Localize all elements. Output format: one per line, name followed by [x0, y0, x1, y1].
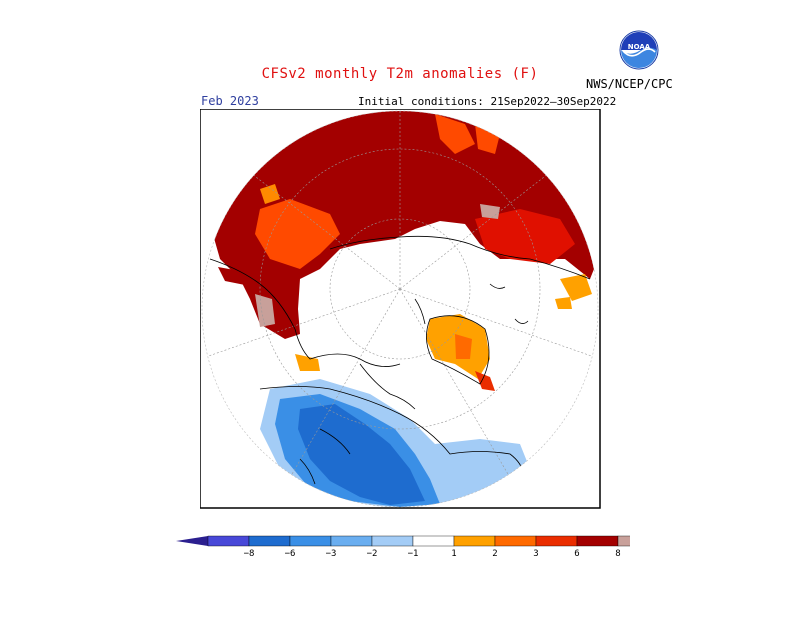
colorbar-tick-label: 6 — [574, 549, 579, 559]
colorbar-tick-label: −2 — [367, 549, 378, 559]
colorbar-swatch — [248, 535, 291, 547]
colorbar: −8 −6 −3 −2 −1 1 2 3 6 8 — [176, 535, 630, 559]
logo-text: NOAA — [628, 43, 651, 51]
europe-tan-patch — [255, 294, 275, 327]
siberia-orange-region — [435, 114, 475, 154]
colorbar-swatch — [494, 535, 537, 547]
colorbar-swatch — [576, 535, 619, 547]
europe-small-red-patch — [218, 267, 245, 285]
agency-label: NWS/NCEP/CPC — [586, 77, 673, 91]
greenland-red-patch — [455, 334, 472, 359]
colorbar-tick-label: 1 — [451, 549, 456, 559]
noaa-logo: NOAA — [619, 30, 659, 70]
colorbar-swatch — [330, 535, 373, 547]
arctic-small-orange-patch — [295, 354, 320, 371]
colorbar-tick-label: −3 — [326, 549, 337, 559]
west-light-orange-patch — [260, 184, 280, 204]
chart-title: CFSv2 monthly T2m anomalies (F) — [261, 66, 539, 82]
colorbar-swatch — [453, 535, 496, 547]
colorbar-swatch — [412, 535, 455, 547]
initial-conditions-label: Initial conditions: 21Sep2022–30Sep2022 — [358, 95, 617, 108]
eurasia-warm-region — [210, 111, 598, 339]
colorbar-tick-label: −8 — [244, 549, 255, 559]
colorbar-swatch — [207, 535, 250, 547]
colorbar-tick-label: 3 — [533, 549, 538, 559]
colorbar-left-arrow — [176, 536, 208, 546]
north-america-dark-blue-region — [298, 404, 425, 505]
colorbar-swatch — [617, 535, 630, 547]
colorbar-swatch — [535, 535, 578, 547]
greenland-south-patch — [475, 371, 495, 391]
polar-map — [200, 109, 601, 509]
colorbar-tick-label: −6 — [285, 549, 296, 559]
east-orange-patch-b — [555, 297, 572, 309]
colorbar-swatch — [289, 535, 332, 547]
colorbar-swatch — [371, 535, 414, 547]
east-red-region — [475, 209, 575, 264]
colorbar-tick-label: −1 — [408, 549, 419, 559]
colorbar-tick-label: 8 — [615, 549, 620, 559]
east-orange-patch-a — [560, 274, 592, 301]
colorbar-tick-label: 2 — [492, 549, 497, 559]
valid-month-label: Feb 2023 — [201, 94, 259, 108]
scandinavia-orange-region — [255, 199, 340, 269]
